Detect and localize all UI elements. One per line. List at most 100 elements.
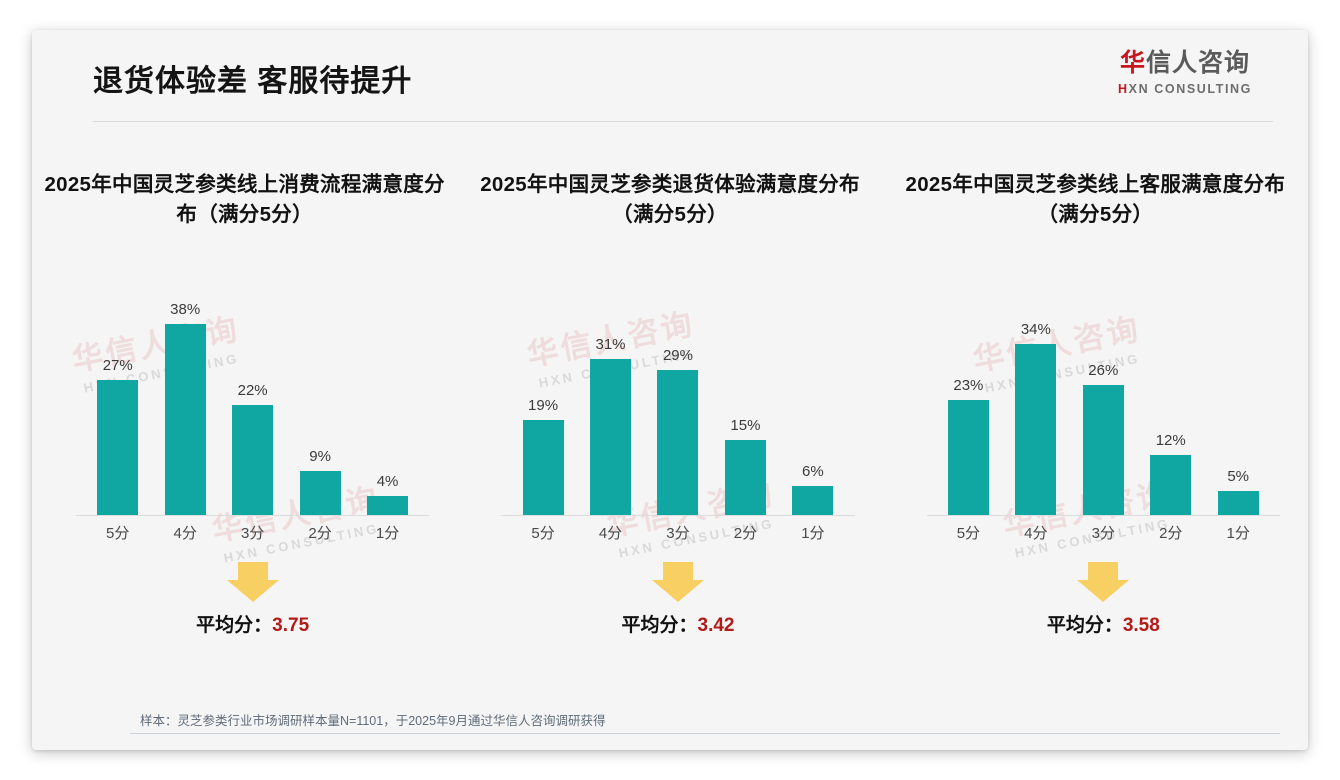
average-score-text: 平均分：3.75 bbox=[84, 610, 421, 637]
bar-value-label: 34% bbox=[1020, 321, 1051, 339]
bar[interactable] bbox=[97, 379, 139, 516]
bar-item[interactable]: 4% bbox=[357, 284, 418, 516]
x-axis-tick-label: 2分 bbox=[733, 524, 758, 542]
bar[interactable] bbox=[522, 420, 564, 516]
average-score-value: 3.58 bbox=[1122, 615, 1160, 636]
logo-chinese-text: 华信人咨询 bbox=[1100, 49, 1270, 78]
bar-value-label: 5% bbox=[1227, 467, 1250, 485]
logo-chars-rest: 信人咨询 bbox=[1146, 49, 1251, 77]
bar[interactable] bbox=[724, 440, 766, 516]
bar-item[interactable]: 6% bbox=[783, 284, 844, 516]
x-axis-tick-labels: 5分 4分 3分 2分 1分 bbox=[935, 520, 1272, 544]
x-axis-tick-label: 3分 bbox=[1091, 524, 1115, 542]
bar-group: 27% 38% 22% 9% 4% bbox=[84, 284, 421, 516]
bar-value-label: 23% bbox=[953, 376, 984, 394]
x-axis-tick-label: 3分 bbox=[240, 524, 265, 542]
logo-char-hua: 华 bbox=[1119, 49, 1146, 77]
bar-item[interactable]: 9% bbox=[290, 284, 351, 516]
bar[interactable] bbox=[164, 324, 206, 516]
x-axis-line bbox=[926, 515, 1280, 516]
down-arrow-icon bbox=[226, 562, 279, 602]
bar-item[interactable]: 12% bbox=[1140, 284, 1201, 516]
footnote-divider bbox=[130, 733, 1280, 734]
chart-panel-3: 2025年中国灵芝参类线上客服满意度分布（满分5分） 华信人咨询 HXN CONSU… bbox=[883, 134, 1308, 674]
plot-area: 19% 31% 29% 15% 6% 5分 4分 3分 2分 1分 bbox=[501, 284, 855, 544]
down-arrow-icon bbox=[651, 562, 704, 602]
bar[interactable] bbox=[792, 485, 834, 516]
bar-item[interactable]: 27% bbox=[87, 284, 148, 516]
bar-value-label: 4% bbox=[376, 472, 399, 490]
bar-value-label: 9% bbox=[309, 447, 331, 465]
bar-item[interactable]: 5% bbox=[1208, 284, 1269, 516]
bar-item[interactable]: 34% bbox=[1005, 284, 1066, 516]
bar-item[interactable]: 38% bbox=[155, 284, 216, 516]
footer-copyright: ©2025.11 HXR华信人咨询 bbox=[136, 749, 288, 750]
bar-item[interactable]: 29% bbox=[648, 284, 709, 516]
bar-value-label: 26% bbox=[1088, 361, 1119, 379]
x-axis-tick-label: 3分 bbox=[666, 524, 690, 542]
x-axis-tick-label: 5分 bbox=[956, 524, 981, 542]
x-axis-tick-label: 2分 bbox=[308, 524, 332, 542]
average-score-text: 平均分：3.42 bbox=[509, 610, 846, 637]
x-axis-line bbox=[76, 515, 430, 516]
bar-value-label: 15% bbox=[730, 417, 761, 435]
average-score-label: 平均分： bbox=[621, 615, 698, 636]
page-title: 退货体验差 客服待提升 bbox=[93, 65, 413, 98]
bar[interactable] bbox=[1217, 490, 1259, 516]
x-axis-tick-label: 4分 bbox=[1024, 524, 1048, 542]
arrow-head bbox=[651, 580, 704, 602]
bar-item[interactable]: 22% bbox=[222, 284, 283, 516]
logo-en-rest: XN CONSULTING bbox=[1128, 81, 1252, 96]
x-axis-tick-label: 5分 bbox=[106, 524, 130, 542]
bar-value-label: 19% bbox=[528, 397, 559, 415]
charts-row: 2025年中国灵芝参类线上消费流程满意度分布（满分5分） 华信人咨询 HXN CON… bbox=[32, 134, 1308, 674]
bar[interactable] bbox=[590, 359, 631, 516]
average-score-label: 平均分： bbox=[1046, 615, 1123, 636]
bar-value-label: 29% bbox=[662, 346, 693, 364]
bar[interactable] bbox=[1015, 344, 1057, 516]
bar-value-label: 38% bbox=[170, 301, 201, 319]
bar[interactable] bbox=[232, 404, 274, 516]
slide-header: 退货体验差 客服待提升 华信人咨询 HXN CONSULTING bbox=[32, 30, 1308, 130]
bar-value-label: 27% bbox=[102, 356, 133, 374]
average-score-block: 平均分：3.75 bbox=[84, 562, 421, 652]
average-score-block: 平均分：3.58 bbox=[935, 562, 1272, 652]
average-score-label: 平均分： bbox=[196, 615, 273, 636]
bar[interactable] bbox=[1082, 384, 1124, 516]
logo-en-initial: H bbox=[1118, 81, 1129, 96]
arrow-stem bbox=[237, 562, 268, 582]
bar[interactable] bbox=[299, 470, 341, 516]
average-score-text: 平均分：3.58 bbox=[935, 610, 1272, 637]
slide-canvas: 退货体验差 客服待提升 华信人咨询 HXN CONSULTING 2025年中国… bbox=[32, 30, 1308, 750]
chart-title: 2025年中国灵芝参类线上客服满意度分布（满分5分） bbox=[905, 173, 1286, 226]
header-divider bbox=[93, 121, 1273, 122]
bar-group: 23% 34% 26% 12% 5% bbox=[935, 284, 1272, 516]
arrow-stem bbox=[662, 562, 693, 582]
average-score-value: 3.75 bbox=[272, 615, 310, 636]
logo-english-text: HXN CONSULTING bbox=[1100, 82, 1270, 96]
down-arrow-icon bbox=[1077, 562, 1130, 602]
bar[interactable] bbox=[1150, 455, 1192, 516]
chart-title: 2025年中国灵芝参类线上消费流程满意度分布（满分5分） bbox=[44, 173, 445, 226]
average-score-value: 3.42 bbox=[697, 615, 735, 636]
x-axis-tick-label: 4分 bbox=[598, 524, 623, 542]
x-axis-tick-label: 1分 bbox=[375, 524, 400, 542]
chart-title: 2025年中国灵芝参类退货体验满意度分布（满分5分） bbox=[480, 173, 860, 226]
chart-panel-1: 2025年中国灵芝参类线上消费流程满意度分布（满分5分） 华信人咨询 HXN CON… bbox=[32, 134, 457, 674]
bar-item[interactable]: 19% bbox=[513, 284, 574, 516]
bar-item[interactable]: 15% bbox=[715, 284, 776, 516]
x-axis-tick-labels: 5分 4分 3分 2分 1分 bbox=[84, 520, 421, 544]
bar-item[interactable]: 26% bbox=[1073, 284, 1134, 516]
x-axis-tick-label: 2分 bbox=[1159, 524, 1183, 542]
company-logo: 华信人咨询 HXN CONSULTING bbox=[1100, 49, 1270, 96]
average-score-block: 平均分：3.42 bbox=[509, 562, 846, 652]
bar[interactable] bbox=[367, 495, 409, 516]
bar-value-label: 22% bbox=[237, 381, 268, 399]
bar-item[interactable]: 23% bbox=[938, 284, 999, 516]
bar[interactable] bbox=[657, 369, 699, 516]
x-axis-tick-labels: 5分 4分 3分 2分 1分 bbox=[509, 520, 846, 544]
bar[interactable] bbox=[947, 399, 989, 516]
arrow-head bbox=[1077, 580, 1130, 602]
arrow-head bbox=[226, 580, 279, 602]
bar-item[interactable]: 31% bbox=[580, 284, 641, 516]
